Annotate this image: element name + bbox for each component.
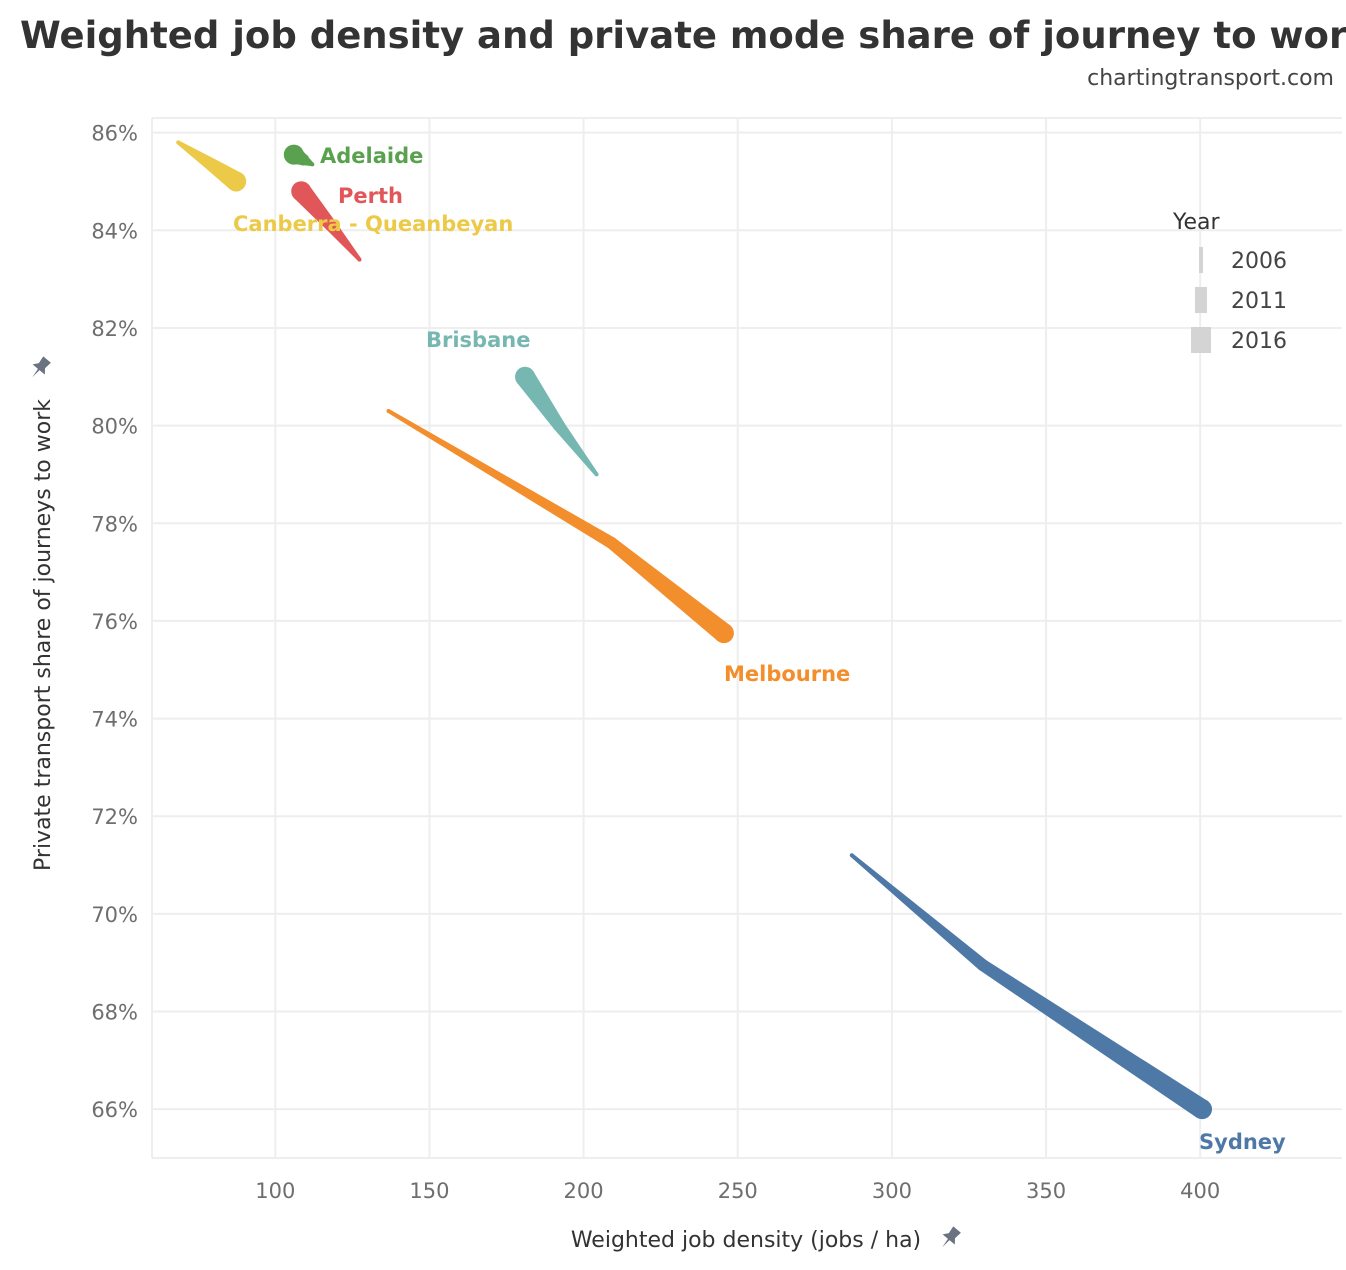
x-tick-label: 150: [409, 1179, 449, 1203]
data-point-2006: [357, 257, 362, 262]
series-perth: [291, 181, 362, 262]
series-segment: [850, 853, 987, 970]
series-label: Adelaide: [320, 144, 423, 168]
series-melbourne: [386, 408, 734, 644]
series-brisbane: [515, 366, 599, 477]
x-axis-pin-icon[interactable]: [936, 1224, 963, 1252]
x-tick-label: 200: [564, 1179, 604, 1203]
series-segment: [326, 221, 362, 261]
data-point-2006: [849, 853, 854, 858]
y-tick-label: 80%: [91, 415, 138, 439]
x-tick-label: 400: [1180, 1179, 1220, 1203]
x-tick-label: 300: [872, 1179, 912, 1203]
data-point-2016: [291, 181, 312, 202]
series-segment: [387, 409, 615, 548]
series-segment: [607, 538, 731, 641]
y-axis-title: Private transport share of journeys to w…: [31, 399, 56, 871]
x-axis-title: Weighted job density (jobs / ha): [571, 1228, 921, 1253]
legend-entry: 2016: [1231, 329, 1287, 354]
data-point-2011: [976, 959, 989, 972]
y-tick-label: 82%: [91, 317, 138, 341]
data-point-2006: [310, 162, 315, 167]
y-tick-label: 78%: [91, 512, 138, 536]
tick-labels: 100 150 200 250 300 350 400 66% 68% 70% 72% 74% 76% 7…: [91, 122, 1220, 1203]
y-axis-pin-icon[interactable]: [26, 354, 53, 382]
series-layer: [176, 140, 1213, 1120]
series-label: Canberra - Queanbeyan: [233, 212, 513, 236]
y-tick-label: 70%: [91, 903, 138, 927]
data-point-2011: [324, 219, 337, 232]
data-point-2006: [176, 140, 181, 145]
data-point-2006: [594, 472, 599, 477]
y-tick-label: 76%: [91, 610, 138, 634]
y-tick-label: 74%: [91, 708, 138, 732]
y-tick-label: 66%: [91, 1098, 138, 1122]
legend-entry: 2006: [1231, 249, 1287, 274]
data-point-2006: [386, 408, 391, 413]
legend-swatch: [1199, 247, 1203, 273]
legend: Year 2006 2011 2016: [1172, 210, 1287, 354]
chart-title: Weighted job density and private mode sh…: [20, 14, 1346, 57]
x-tick-label: 100: [255, 1179, 295, 1203]
series-labels: Sydney Melbourne Brisbane Perth Adelaide Canb…: [233, 144, 1286, 1154]
series-segment: [979, 960, 1208, 1118]
grid: [151, 117, 1342, 1159]
y-tick-label: 72%: [91, 805, 138, 829]
data-point-2016: [713, 623, 734, 644]
series-label: Perth: [338, 184, 403, 208]
y-tick-label: 84%: [91, 219, 138, 243]
legend-entry: 2011: [1231, 289, 1287, 314]
series-adelaide: [283, 144, 315, 167]
data-point-2011: [552, 419, 565, 432]
series-label: Melbourne: [724, 662, 850, 686]
series-segment: [554, 421, 599, 476]
x-tick-label: 250: [718, 1179, 758, 1203]
series-sydney: [849, 853, 1213, 1120]
legend-swatch: [1195, 287, 1207, 313]
series-canberra-queanbeyan: [176, 140, 247, 192]
series-label: Brisbane: [426, 328, 530, 352]
data-point-2016: [1192, 1099, 1213, 1120]
data-point-2016: [283, 144, 304, 165]
data-point-2016: [515, 366, 536, 387]
legend-swatch: [1191, 327, 1211, 353]
y-tick-label: 86%: [91, 122, 138, 146]
x-tick-label: 350: [1026, 1179, 1066, 1203]
y-tick-label: 68%: [91, 1001, 138, 1025]
legend-title: Year: [1172, 210, 1221, 235]
series-label: Sydney: [1199, 1130, 1286, 1154]
data-point-2016: [226, 171, 247, 192]
data-point-2011: [605, 536, 618, 549]
data-point-2011: [201, 155, 214, 168]
chart-subtitle: chartingtransport.com: [1087, 66, 1334, 91]
